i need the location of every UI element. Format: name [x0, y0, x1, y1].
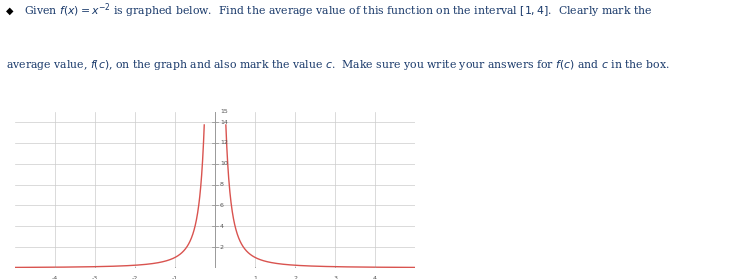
Text: 14: 14 [220, 119, 227, 124]
Text: -2: -2 [132, 276, 138, 279]
Text: 8: 8 [220, 182, 224, 187]
Text: 10: 10 [220, 161, 227, 166]
Text: 3: 3 [333, 276, 337, 279]
Text: -4: -4 [52, 276, 58, 279]
Text: Given $f(x) = x^{-2}$ is graphed below.  Find the average value of this function: Given $f(x) = x^{-2}$ is graphed below. … [24, 1, 652, 20]
Text: 4: 4 [220, 224, 224, 229]
Text: 2: 2 [220, 244, 224, 249]
Text: 12: 12 [220, 140, 227, 145]
Text: 4: 4 [373, 276, 377, 279]
Text: 6: 6 [220, 203, 224, 208]
Text: average value, $f(c)$, on the graph and also mark the value $c$.  Make sure you : average value, $f(c)$, on the graph and … [6, 58, 669, 72]
Text: 1: 1 [253, 276, 257, 279]
Text: -1: -1 [172, 276, 178, 279]
Text: 15: 15 [220, 109, 227, 114]
Text: ◆: ◆ [6, 5, 13, 15]
Text: 2: 2 [293, 276, 297, 279]
Text: -3: -3 [92, 276, 98, 279]
